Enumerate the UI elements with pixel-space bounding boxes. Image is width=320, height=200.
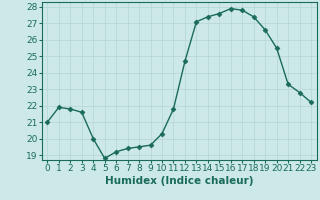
X-axis label: Humidex (Indice chaleur): Humidex (Indice chaleur) xyxy=(105,176,253,186)
